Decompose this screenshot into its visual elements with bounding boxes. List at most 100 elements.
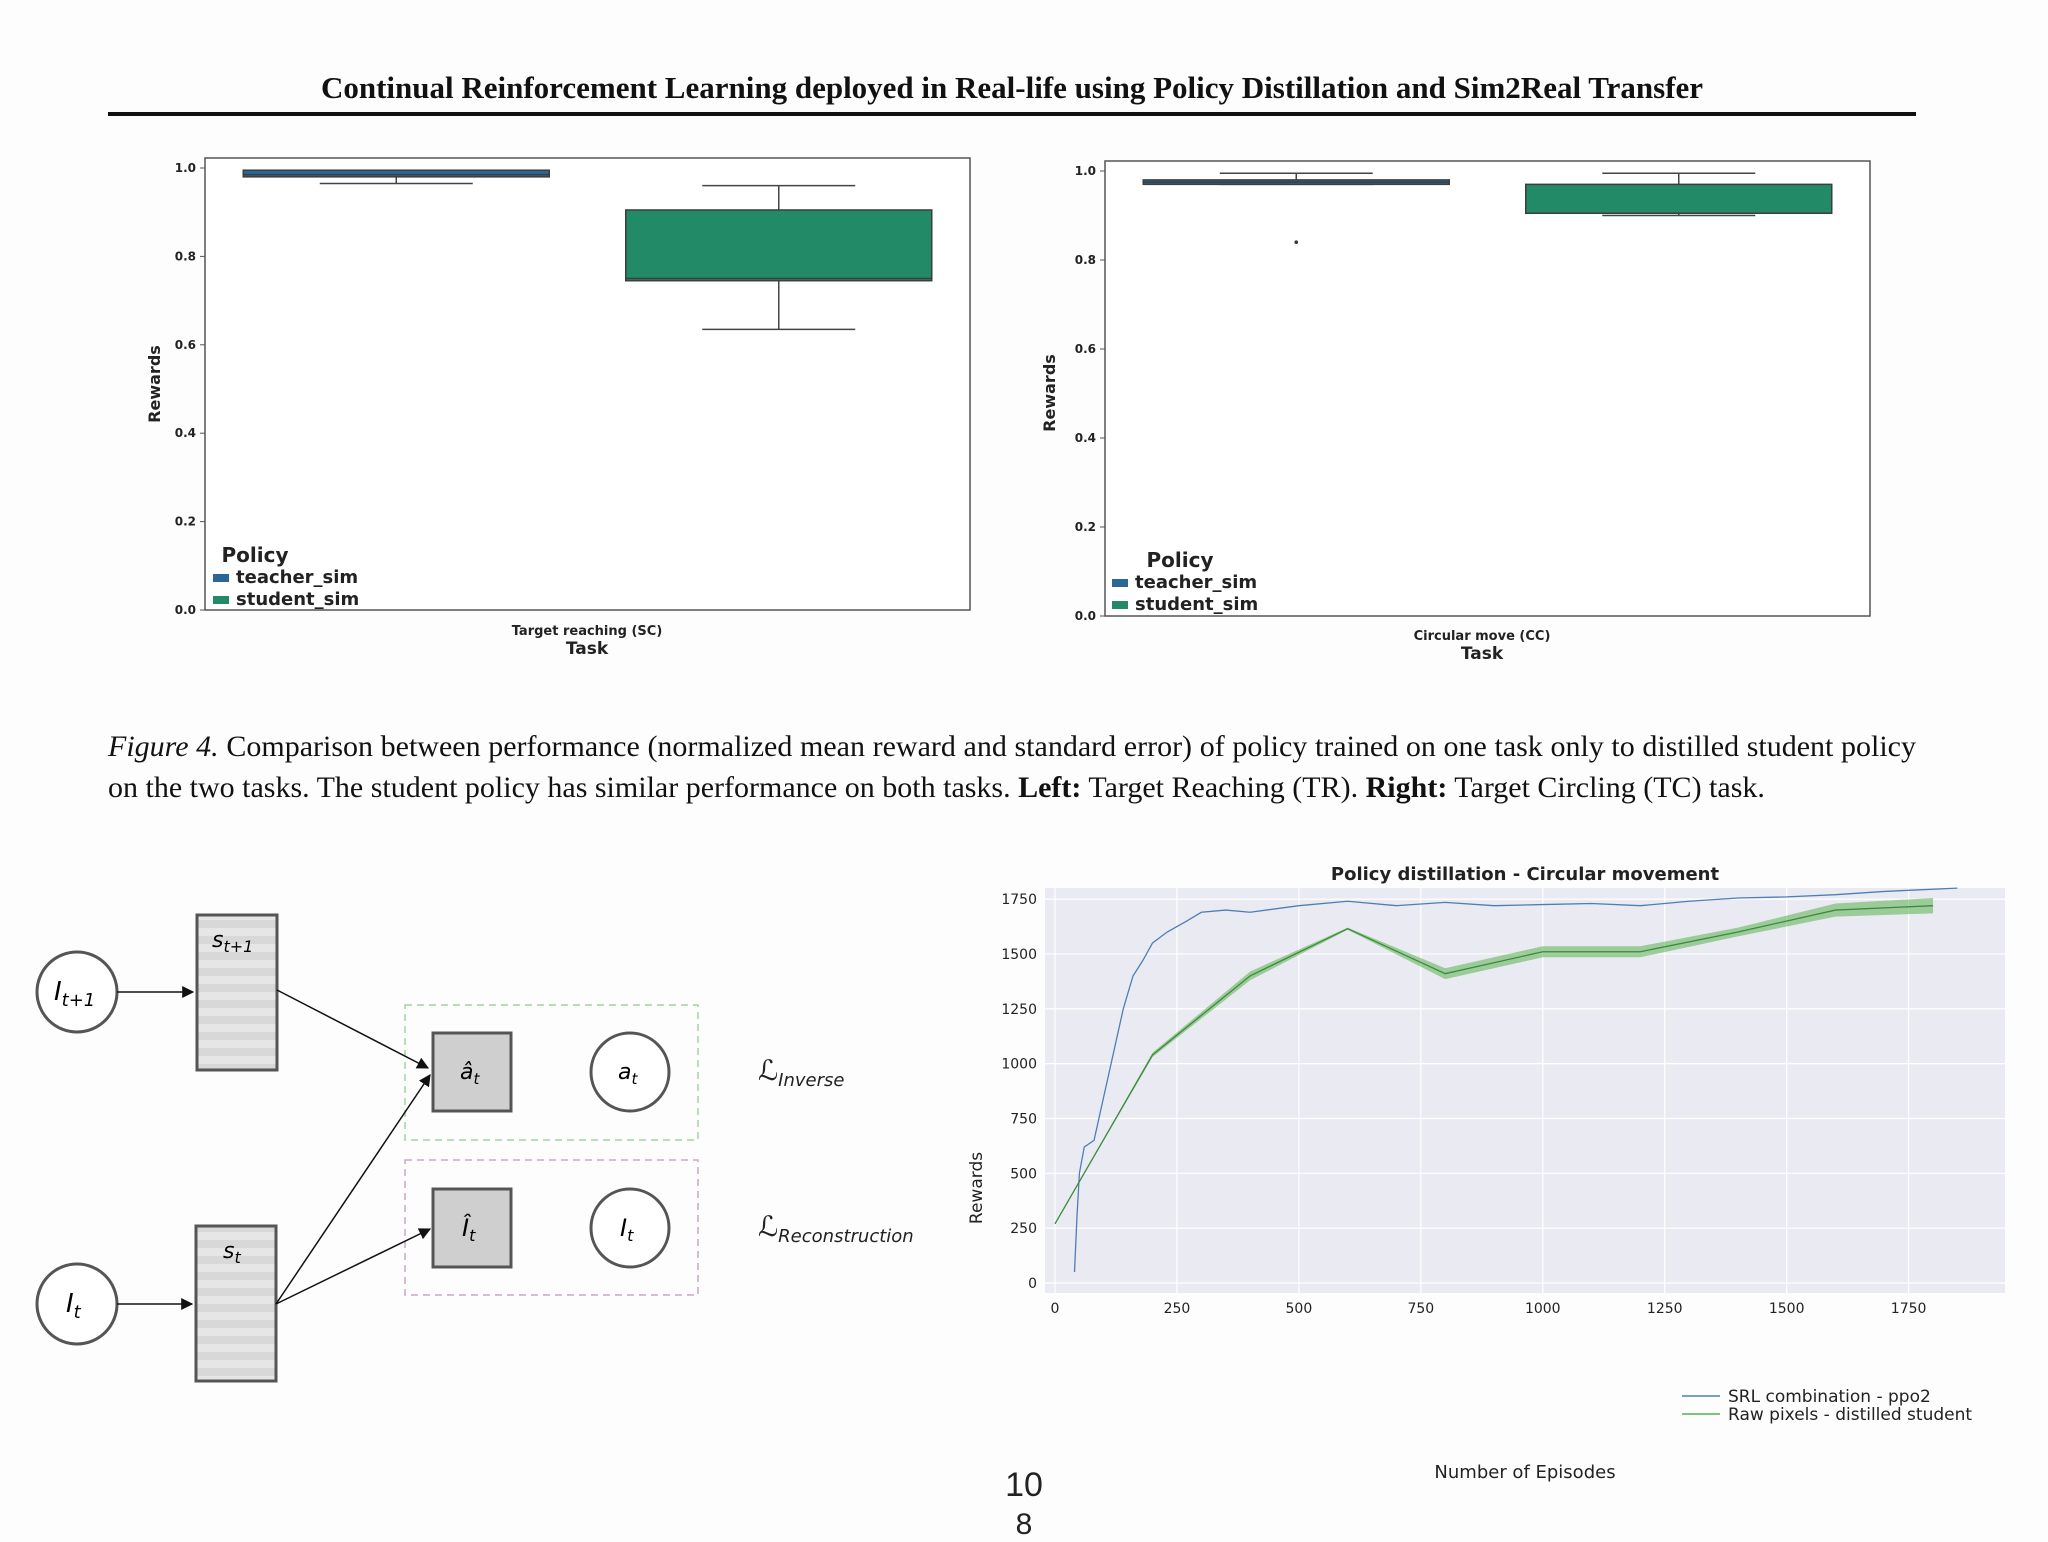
- svg-text:It+1: It+1: [54, 977, 95, 1011]
- box-body: [625, 209, 933, 282]
- inverse-group: [404, 1004, 699, 1141]
- predicted-action-block: [431, 1031, 513, 1113]
- y-tick-label: 0.6: [1075, 342, 1096, 356]
- box-body: [1525, 183, 1833, 215]
- loss-reconstruction-label: ℒReconstruction: [758, 1210, 914, 1247]
- page-number: 10: [1005, 1466, 1043, 1504]
- caption-left-text: Target Reaching (TR).: [1088, 771, 1359, 804]
- y-tick-label: 0.0: [175, 603, 196, 617]
- x-tick-label: 1250: [1647, 1301, 1683, 1317]
- legend-swatch-teacher: [1112, 579, 1128, 587]
- y-tick-label: 1500: [1001, 947, 1037, 963]
- plot-frame: [1104, 160, 1871, 617]
- node-label: I: [620, 1214, 627, 1242]
- y-tick-label: 0.8: [1075, 253, 1096, 267]
- svg-text:st+1: st+1: [212, 928, 253, 956]
- node-subscript: t+1: [223, 937, 253, 956]
- node-label: s: [223, 1239, 234, 1264]
- caption-left-label: Left:: [1018, 771, 1082, 804]
- x-axis-label: Task: [1461, 644, 1504, 664]
- y-tick-label: 0.8: [175, 249, 196, 263]
- caption-right-text: Target Circling (TC) task.: [1454, 771, 1765, 804]
- outlier-point: [1294, 240, 1299, 244]
- node-subscript: t: [74, 1302, 82, 1323]
- box-student_sim: [1525, 172, 1833, 217]
- srl-architecture-diagram: It+1 st+1 It st ât at Ît It ℒInverse ℒRe…: [35, 913, 914, 1383]
- svg-text:ât: ât: [460, 1060, 480, 1088]
- legend-item-ppo2: SRL combination - ppo2: [1728, 1387, 1931, 1407]
- y-tick-label: 0.6: [175, 338, 196, 352]
- reconstructed-image-block: [431, 1187, 513, 1269]
- state-current-block: [194, 1224, 278, 1383]
- x-axis-label: Task: [566, 639, 609, 659]
- svg-text:It: It: [620, 1214, 634, 1245]
- x-tick-label: 250: [1164, 1301, 1191, 1317]
- svg-text:It: It: [66, 1289, 82, 1323]
- legend-swatch-student: [1112, 601, 1128, 609]
- y-tick-label: 1000: [1001, 1057, 1037, 1073]
- y-tick-label: 0: [1028, 1276, 1037, 1292]
- target-image-node: [589, 1187, 671, 1269]
- x-tick-label: 1750: [1891, 1301, 1927, 1317]
- y-tick-label: 0.0: [1075, 609, 1096, 623]
- state-next-block: [195, 913, 279, 1072]
- legend-item-teacher: teacher_sim: [236, 567, 358, 588]
- y-tick-label: 1.0: [1075, 164, 1096, 178]
- loss-inverse-label: ℒInverse: [758, 1054, 844, 1091]
- node-label: I: [66, 1289, 74, 1319]
- x-axis-label: Number of Episodes: [1434, 1462, 1615, 1483]
- y-tick-label: 500: [1010, 1166, 1037, 1182]
- x-tick-label: 500: [1286, 1301, 1313, 1317]
- node-label: I: [54, 977, 62, 1007]
- reconstruction-group: [404, 1159, 699, 1296]
- line-chart-policy-distillation: Policy distillation - Circular movement …: [967, 864, 2005, 1483]
- legend-swatch-teacher: [213, 574, 229, 582]
- svg-text:Ît: Ît: [462, 1213, 476, 1245]
- y-tick-label: 250: [1010, 1221, 1037, 1237]
- y-tick-label: 1.0: [175, 161, 196, 175]
- legend-swatch-student: [213, 596, 229, 604]
- box-teacher_sim: [1142, 172, 1450, 244]
- x-category-label: Target reaching (SC): [512, 624, 663, 639]
- node-subscript: t: [234, 1248, 241, 1267]
- y-axis-label: Rewards: [145, 345, 164, 423]
- box-student_sim: [625, 184, 933, 331]
- legend-title: Policy: [221, 543, 288, 567]
- action-node: [589, 1031, 671, 1113]
- caption-text: Comparison between performance (normaliz…: [108, 730, 1917, 804]
- legend-item-teacher: teacher_sim: [1135, 572, 1257, 593]
- figure-4-caption: Figure 4. Comparison between performance…: [108, 726, 1916, 808]
- page-number-secondary: 8: [1015, 1508, 1033, 1541]
- x-tick-label: 1000: [1525, 1301, 1561, 1317]
- box-teacher_sim: [242, 169, 550, 185]
- figure-label: Figure 4.: [108, 730, 219, 763]
- caption-right-label: Right:: [1365, 771, 1448, 804]
- y-axis-label: Rewards: [1040, 354, 1059, 432]
- x-tick-label: 0: [1051, 1301, 1060, 1317]
- box-body: [242, 169, 550, 178]
- y-tick-label: 1250: [1001, 1002, 1037, 1018]
- series-line-ppo2: [1073, 887, 1958, 1273]
- svg-text:st: st: [223, 1239, 241, 1267]
- node-label: a: [618, 1060, 631, 1085]
- header-rule: [108, 112, 1916, 116]
- node-label: Î: [462, 1213, 472, 1242]
- node-subscript: t: [631, 1070, 638, 1088]
- node-subscript: t: [469, 1226, 476, 1245]
- svg-text:at: at: [618, 1060, 638, 1088]
- y-tick-label: 0.2: [175, 515, 196, 529]
- node-subscript: t: [473, 1070, 480, 1088]
- x-category-label: Circular move (CC): [1414, 629, 1551, 644]
- x-tick-label: 750: [1407, 1301, 1434, 1317]
- y-tick-label: 0.4: [175, 426, 196, 440]
- legend-item-distilled: Raw pixels - distilled student: [1728, 1405, 1972, 1425]
- x-tick-label: 1500: [1769, 1301, 1805, 1317]
- y-tick-label: 750: [1010, 1111, 1037, 1127]
- y-tick-label: 0.4: [1075, 431, 1096, 445]
- legend-item-student: student_sim: [1135, 594, 1258, 615]
- legend-title: Policy: [1146, 548, 1213, 572]
- node-label: s: [212, 928, 223, 953]
- legend-item-student: student_sim: [236, 589, 359, 610]
- y-axis-label: Rewards: [967, 1152, 987, 1224]
- running-header: Continual Reinforcement Learning deploye…: [320, 70, 1704, 105]
